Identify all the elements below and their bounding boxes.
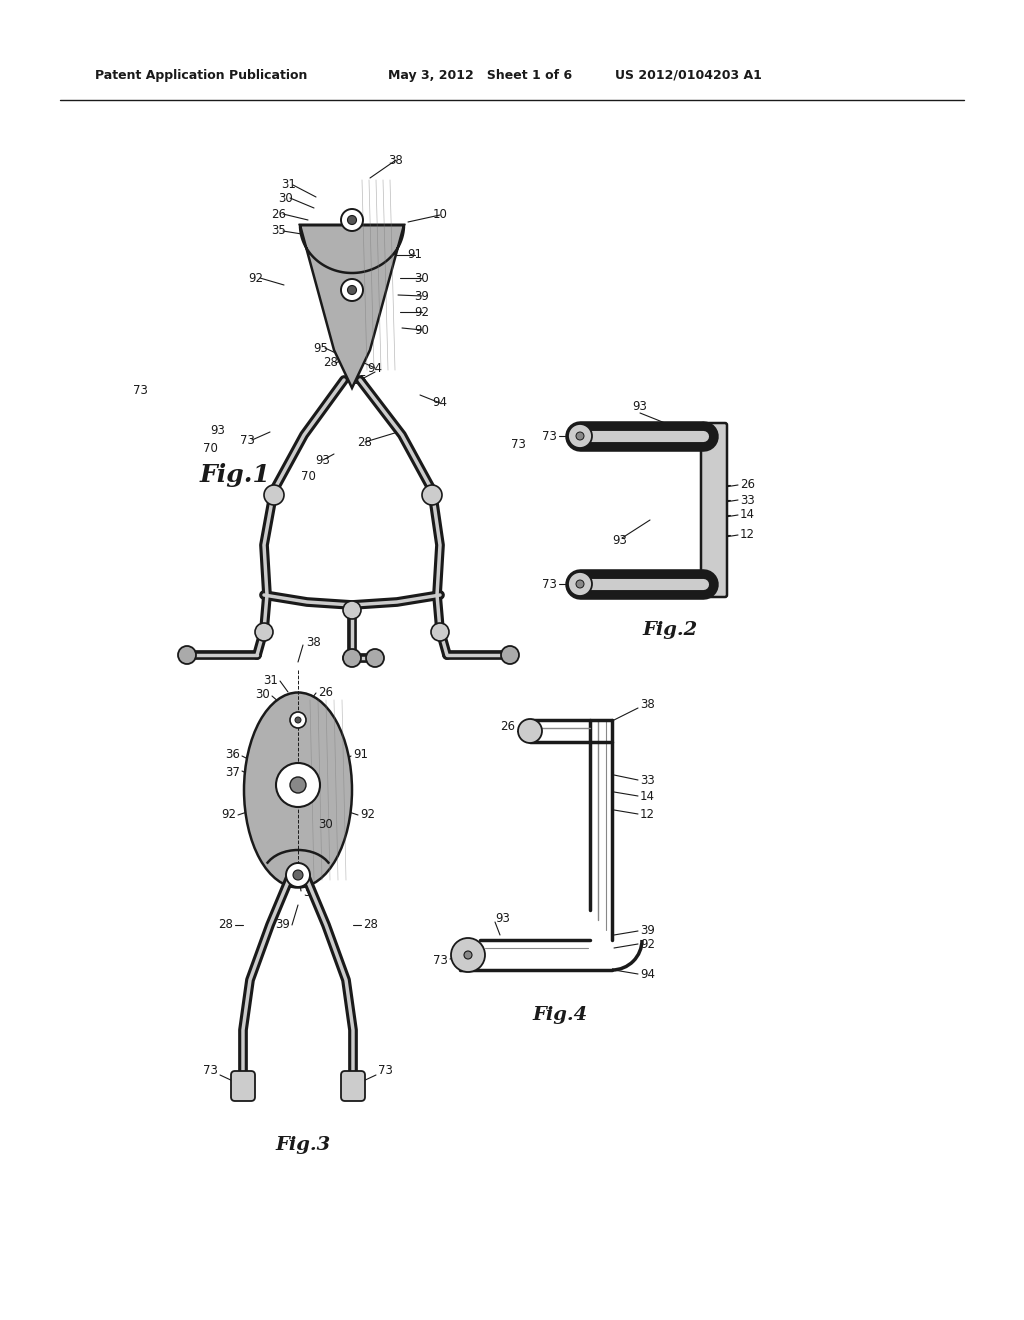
- Text: 93: 93: [315, 454, 331, 466]
- Circle shape: [431, 623, 449, 642]
- Text: 31: 31: [303, 886, 317, 899]
- Text: 37: 37: [225, 766, 240, 779]
- Text: 73: 73: [511, 438, 525, 451]
- FancyBboxPatch shape: [231, 1071, 255, 1101]
- Text: 39: 39: [275, 919, 290, 932]
- Text: 93: 93: [211, 424, 225, 437]
- Text: 94: 94: [432, 396, 447, 409]
- Text: 93: 93: [612, 533, 628, 546]
- Circle shape: [341, 209, 362, 231]
- Text: 30: 30: [318, 818, 333, 832]
- Text: 95: 95: [352, 374, 368, 387]
- Text: 38: 38: [306, 635, 321, 648]
- Text: US 2012/0104203 A1: US 2012/0104203 A1: [615, 69, 762, 82]
- Text: 28: 28: [362, 919, 378, 932]
- Text: 95: 95: [313, 342, 328, 355]
- Text: Fig.2: Fig.2: [642, 620, 697, 639]
- Text: 31: 31: [340, 296, 355, 309]
- Circle shape: [295, 717, 301, 723]
- Text: 73: 73: [240, 433, 255, 446]
- Text: 90: 90: [415, 323, 429, 337]
- Text: 73: 73: [203, 1064, 218, 1077]
- Text: 14: 14: [740, 508, 755, 521]
- Text: 35: 35: [271, 224, 286, 238]
- Text: 36: 36: [225, 748, 240, 762]
- FancyBboxPatch shape: [701, 422, 727, 597]
- Text: 30: 30: [415, 272, 429, 285]
- Text: 26: 26: [271, 207, 286, 220]
- Text: 33: 33: [740, 494, 755, 507]
- Text: Fig.1: Fig.1: [200, 463, 271, 487]
- Ellipse shape: [244, 693, 352, 887]
- Circle shape: [343, 601, 361, 619]
- Text: 92: 92: [221, 808, 236, 821]
- Text: Fig.3: Fig.3: [275, 1137, 331, 1154]
- Text: 12: 12: [640, 808, 655, 821]
- Text: 91: 91: [353, 748, 368, 762]
- Text: 92: 92: [640, 939, 655, 952]
- Circle shape: [568, 572, 592, 597]
- Text: 70: 70: [301, 470, 316, 483]
- Circle shape: [464, 950, 472, 960]
- Text: 39: 39: [640, 924, 655, 936]
- Text: 26: 26: [318, 685, 333, 698]
- Text: 14: 14: [640, 789, 655, 803]
- Circle shape: [341, 279, 362, 301]
- Text: 92: 92: [360, 808, 375, 821]
- Text: 93: 93: [495, 912, 510, 924]
- Text: 73: 73: [542, 578, 557, 590]
- Circle shape: [343, 649, 361, 667]
- Circle shape: [422, 484, 442, 506]
- Text: 94: 94: [368, 362, 383, 375]
- Circle shape: [518, 719, 542, 743]
- Circle shape: [347, 285, 356, 294]
- Circle shape: [575, 432, 584, 440]
- Circle shape: [366, 649, 384, 667]
- Text: 33: 33: [640, 774, 654, 787]
- Circle shape: [178, 645, 196, 664]
- Circle shape: [501, 645, 519, 664]
- Circle shape: [264, 484, 284, 506]
- Text: 92: 92: [248, 272, 263, 285]
- Text: 73: 73: [433, 953, 449, 966]
- Text: 30: 30: [279, 191, 293, 205]
- FancyBboxPatch shape: [341, 1071, 365, 1101]
- Text: 93: 93: [633, 400, 647, 413]
- Text: 28: 28: [324, 356, 338, 370]
- Text: 73: 73: [378, 1064, 393, 1077]
- Circle shape: [451, 939, 485, 972]
- Text: 26: 26: [500, 719, 515, 733]
- Circle shape: [347, 215, 356, 224]
- Text: May 3, 2012   Sheet 1 of 6: May 3, 2012 Sheet 1 of 6: [388, 69, 572, 82]
- Text: 94: 94: [640, 969, 655, 982]
- Text: 73: 73: [133, 384, 148, 396]
- Text: 38: 38: [389, 153, 403, 166]
- Text: 70: 70: [203, 441, 218, 454]
- Text: 10: 10: [432, 209, 447, 222]
- Text: 31: 31: [263, 673, 278, 686]
- Text: 12: 12: [740, 528, 755, 541]
- Text: 92: 92: [415, 305, 429, 318]
- Circle shape: [290, 711, 306, 729]
- Text: 26: 26: [740, 479, 755, 491]
- Text: Fig.4: Fig.4: [532, 1006, 588, 1024]
- Text: 91: 91: [408, 248, 423, 261]
- Text: 38: 38: [640, 698, 654, 711]
- Text: 39: 39: [415, 289, 429, 302]
- Circle shape: [568, 424, 592, 447]
- Circle shape: [276, 763, 319, 807]
- Circle shape: [575, 579, 584, 587]
- Circle shape: [290, 777, 306, 793]
- Circle shape: [293, 870, 303, 880]
- Circle shape: [255, 623, 273, 642]
- Text: Patent Application Publication: Patent Application Publication: [95, 69, 307, 82]
- Text: 31: 31: [282, 178, 296, 191]
- Circle shape: [286, 863, 310, 887]
- Text: 73: 73: [542, 429, 557, 442]
- Text: 28: 28: [218, 919, 233, 932]
- Polygon shape: [300, 224, 404, 388]
- Text: 30: 30: [255, 689, 270, 701]
- Text: 28: 28: [357, 436, 373, 449]
